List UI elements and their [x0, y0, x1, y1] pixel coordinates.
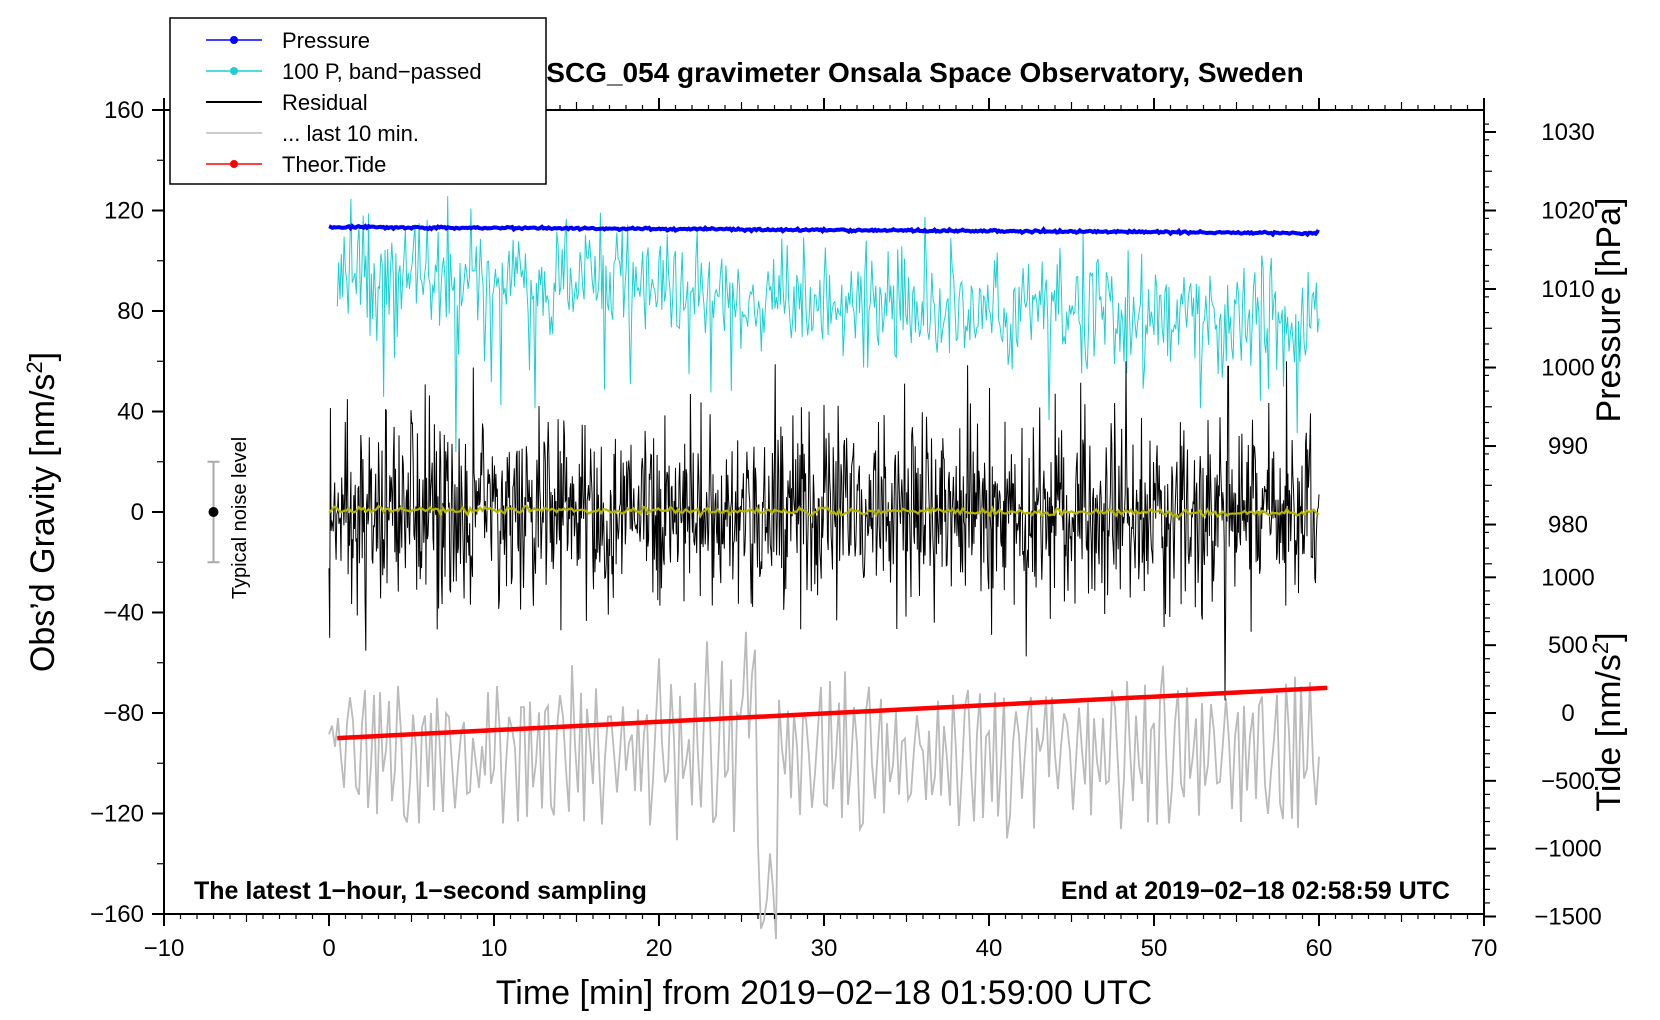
y-left-tick-label: −120 — [90, 801, 144, 828]
y-left-tick-label: 160 — [104, 97, 144, 124]
x-axis-title: Time [min] from 2019−02−18 01:59:00 UTC — [496, 974, 1152, 1012]
y-left-tick-label: 0 — [131, 499, 144, 526]
x-tick-label: 0 — [322, 935, 335, 962]
series-pressure — [328, 223, 1320, 238]
legend-label: 100 P, band−passed — [282, 59, 482, 84]
legend-items: Pressure 100 P, band−passed Residual ... la… — [206, 28, 482, 177]
tide-tick-label: −1000 — [1534, 836, 1601, 863]
x-tick-label: 60 — [1306, 935, 1333, 962]
y-axis-tide-title-main: Tide [nm/s — [1590, 654, 1628, 811]
y-axis-left-title-sup: 2 — [22, 361, 47, 373]
tide-tick-label: 1000 — [1541, 564, 1594, 591]
noise-dot — [208, 507, 219, 517]
series-residual — [328, 361, 1320, 701]
legend-marker — [230, 160, 238, 168]
y-axis-tide-title: Tide [nm/s2] — [1588, 632, 1628, 811]
y-left-tick-label: −160 — [90, 901, 144, 928]
x-tick-label: 50 — [1141, 935, 1168, 962]
x-tick-label: 70 — [1471, 935, 1498, 962]
annotation-right: End at 2019−02−18 02:58:59 UTC — [1061, 877, 1450, 905]
tide-tick-label: 0 — [1561, 700, 1574, 727]
y-axis-left-title-end: ] — [24, 352, 62, 361]
annotation-left: The latest 1−hour, 1−second sampling — [194, 877, 647, 905]
pressure-tick-label: 1020 — [1541, 198, 1594, 225]
ticks-layer: −10 0 10 20 30 40 50 60 7016012080400−40−80−120−… — [90, 97, 1602, 962]
y-left-tick-label: 40 — [117, 399, 144, 426]
x-tick-label: 40 — [976, 935, 1003, 962]
y-axis-left-title: Obs’d Gravity [nm/s2] — [22, 352, 62, 672]
y-axis-tide-title-end: ] — [1590, 632, 1628, 641]
series-theor-tide — [337, 685, 1328, 741]
pressure-tick-label: 1010 — [1541, 276, 1594, 303]
y-axis-tide-title-sup: 2 — [1588, 642, 1613, 654]
y-axis-left-title-main: Obs’d Gravity [nm/s — [24, 374, 62, 673]
noise-label: Typical noise level — [229, 437, 251, 599]
legend-label: Residual — [282, 90, 368, 115]
y-left-tick-label: 120 — [104, 198, 144, 225]
legend-label: ... last 10 min. — [282, 121, 419, 146]
series-band-passed-pressure — [336, 196, 1320, 453]
noise-indicator: Typical noise level — [207, 437, 251, 599]
x-tick-label: 30 — [811, 935, 838, 962]
legend-label: Pressure — [282, 28, 370, 53]
legend: Pressure 100 P, band−passed Residual ... la… — [169, 17, 547, 185]
chart-title: SCG_054 gravimeter Onsala Space Observat… — [546, 57, 1303, 88]
series-layer — [328, 196, 1328, 940]
series-last-10-min — [328, 631, 1320, 940]
y-left-tick-label: −80 — [103, 700, 144, 727]
series-residual-smoothed — [328, 504, 1320, 520]
y-axis-pressure-title: Pressure [hPa] — [1590, 198, 1628, 423]
tide-tick-label: −500 — [1541, 768, 1595, 795]
x-tick-label: −10 — [144, 935, 185, 962]
pressure-tick-label: 990 — [1548, 433, 1588, 460]
legend-marker — [230, 67, 238, 75]
pressure-tick-label: 980 — [1548, 512, 1588, 539]
legend-marker — [230, 36, 238, 44]
x-tick-label: 10 — [481, 935, 508, 962]
pressure-tick-label: 1030 — [1541, 119, 1594, 146]
pressure-tick-label: 1000 — [1541, 355, 1594, 382]
x-tick-label: 20 — [646, 935, 673, 962]
y-left-tick-label: −40 — [103, 600, 144, 627]
legend-label: Theor.Tide — [282, 152, 386, 177]
y-left-tick-label: 80 — [117, 298, 144, 325]
tide-tick-label: 500 — [1548, 632, 1588, 659]
tide-tick-label: −1500 — [1534, 904, 1601, 931]
